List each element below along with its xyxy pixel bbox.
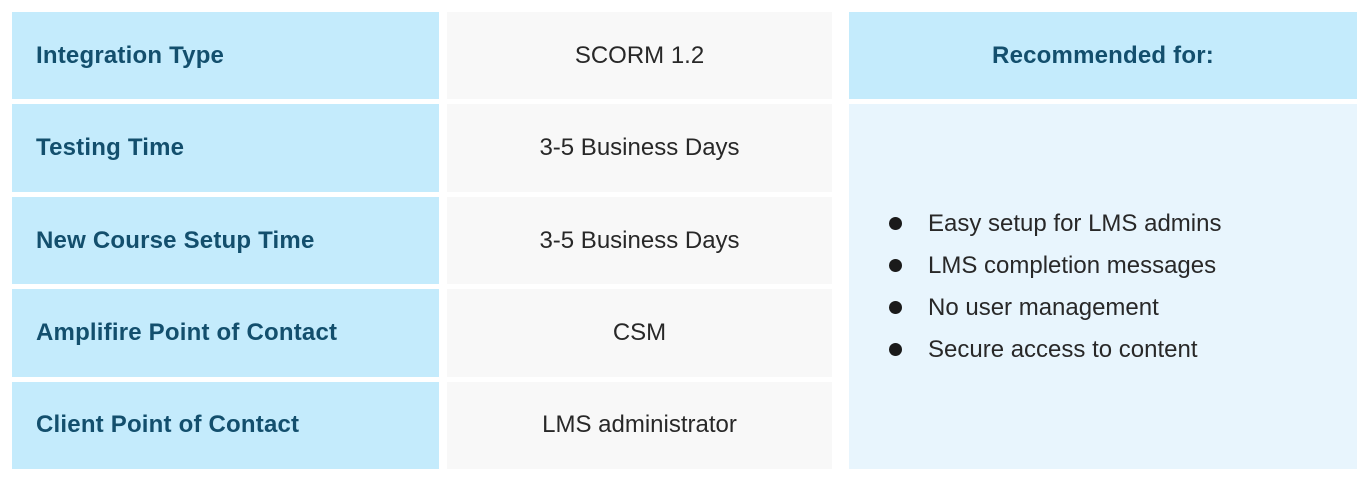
- list-item: Easy setup for LMS admins: [889, 203, 1221, 245]
- list-item-label: Secure access to content: [928, 335, 1198, 363]
- row-value-new-course-setup: 3-5 Business Days: [447, 196, 832, 285]
- list-item-label: Easy setup for LMS admins: [928, 209, 1222, 237]
- recommended-column: Recommended for: Easy setup for LMS admi…: [849, 12, 1357, 469]
- row-value-client-contact: LMS administrator: [447, 381, 832, 470]
- row-label-new-course-setup: New Course Setup Time: [12, 196, 439, 285]
- bullet-icon: [889, 301, 902, 315]
- row-label-client-contact: Client Point of Contact: [12, 381, 439, 470]
- row-value-testing-time: 3-5 Business Days: [447, 104, 832, 192]
- list-item-label: No user management: [928, 293, 1159, 321]
- list-item: Secure access to content: [889, 329, 1221, 371]
- list-item-label: LMS completion messages: [928, 251, 1217, 279]
- row-label-testing-time: Testing Time: [12, 104, 439, 192]
- label-column: Integration Type Testing Time New Course…: [12, 12, 439, 470]
- row-label-integration-type: Integration Type: [12, 12, 439, 100]
- list-item: LMS completion messages: [889, 245, 1221, 287]
- recommended-list: Easy setup for LMS admins LMS completion…: [849, 203, 1231, 371]
- list-item: No user management: [889, 287, 1221, 329]
- row-value-amplifire-contact: CSM: [447, 289, 832, 377]
- bullet-icon: [889, 343, 902, 357]
- row-label-amplifire-contact: Amplifire Point of Contact: [12, 289, 439, 377]
- bullet-icon: [889, 259, 902, 273]
- value-column: SCORM 1.2 3-5 Business Days 3-5 Business…: [447, 12, 832, 470]
- recommended-body: Easy setup for LMS admins LMS completion…: [849, 104, 1357, 469]
- bullet-icon: [889, 217, 902, 231]
- row-value-integration-type: SCORM 1.2: [447, 12, 832, 100]
- recommended-header: Recommended for:: [849, 12, 1357, 100]
